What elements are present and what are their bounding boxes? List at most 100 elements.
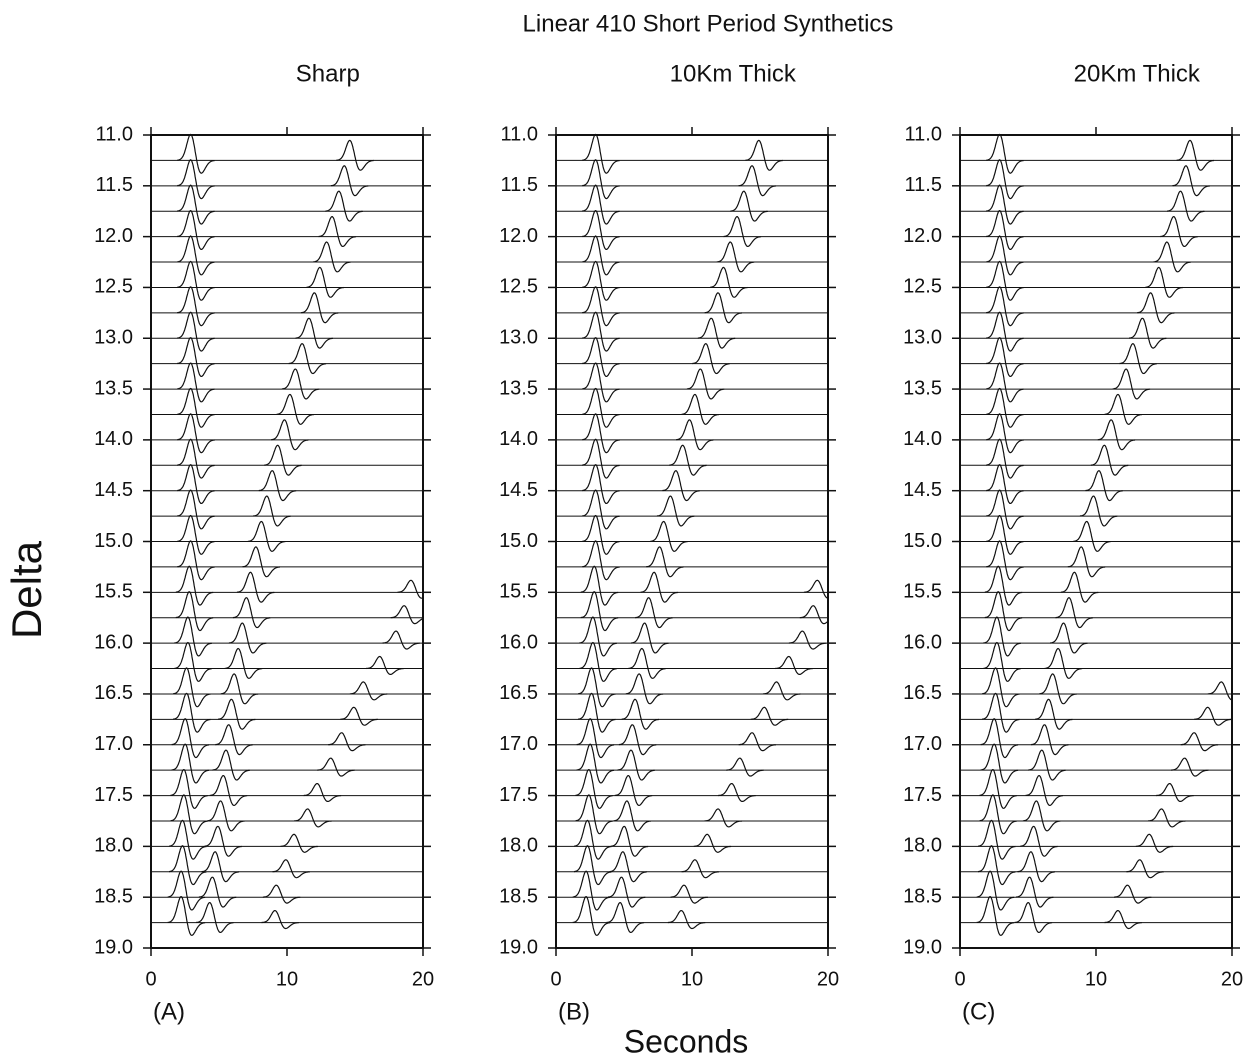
wavelet (1176, 139, 1214, 171)
wavelet (303, 783, 342, 802)
wavelet (986, 184, 1024, 225)
wavelet (577, 692, 616, 733)
wavelet (236, 571, 275, 603)
wavelet (606, 901, 645, 933)
wavelet (710, 266, 748, 298)
wavelet (582, 159, 620, 200)
wavelet (986, 387, 1024, 428)
wavelet (1031, 724, 1069, 756)
wavelet (738, 732, 776, 752)
wavelet (614, 774, 653, 806)
x-tick-label: 20 (1221, 968, 1243, 990)
wavelet (1039, 673, 1077, 705)
wavelet (169, 845, 207, 886)
wavelet (986, 514, 1024, 555)
wavelet (618, 724, 657, 756)
wavelet (981, 692, 1020, 733)
wavelet (170, 794, 208, 835)
wavelet (174, 641, 212, 682)
wavelet (610, 825, 649, 857)
traces (151, 133, 423, 936)
wavelet (986, 133, 1024, 174)
y-tick-label: 19.0 (499, 936, 538, 958)
wavelet (313, 241, 351, 273)
wavelet (976, 895, 1015, 936)
panel: Sharp (A) 11.0 11.5 12.0 12.5 13.0 13.5 14.0 14.5… (94, 60, 434, 1025)
wavelet (1014, 901, 1053, 933)
wavelet (177, 464, 215, 504)
wavelet (640, 571, 679, 603)
wavelet (171, 718, 210, 759)
wavelet (340, 706, 378, 726)
wavelet (1137, 292, 1175, 324)
y-tick-label: 18.0 (903, 835, 942, 857)
y-tick-label: 17.5 (94, 784, 133, 806)
wavelet (1035, 698, 1073, 730)
wavelet (762, 681, 801, 701)
wavelet (1172, 165, 1211, 197)
traces (960, 133, 1232, 936)
wavelet (681, 859, 720, 879)
wavelet (1017, 851, 1055, 883)
wavelet (232, 597, 271, 629)
x-tick-label: 0 (145, 968, 156, 990)
wavelet (1015, 876, 1054, 908)
y-tick-label: 18.0 (499, 835, 538, 857)
wavelet (1097, 419, 1136, 451)
y-tick-label: 18.5 (499, 885, 538, 907)
y-tick-label: 14.5 (903, 479, 942, 501)
wavelet (803, 579, 828, 599)
wavelet (582, 260, 620, 301)
wavelet (986, 159, 1024, 200)
wavelet (976, 870, 1015, 911)
wavelet (177, 286, 215, 327)
wavelet (726, 757, 764, 777)
y-tick-label: 15.0 (903, 530, 942, 552)
wavelet (1114, 884, 1152, 904)
y-tick-label: 16.5 (94, 682, 133, 704)
wavelet (582, 514, 620, 555)
wavelet (580, 565, 619, 606)
wavelet (582, 235, 620, 276)
wavelet (704, 292, 742, 324)
wavelet (979, 794, 1017, 835)
x-tick-label: 20 (817, 968, 839, 990)
wavelet (984, 565, 1023, 606)
y-tick-label: 17.0 (499, 733, 538, 755)
wavelet (686, 368, 725, 400)
wavelet (986, 489, 1024, 530)
wavelet (177, 337, 215, 377)
wavelet (738, 165, 777, 197)
wavelet (242, 546, 280, 578)
wavelet (177, 362, 215, 403)
wavelet (175, 591, 214, 632)
wavelet (645, 546, 684, 578)
wavelet (330, 165, 369, 197)
y-tick-label: 13.0 (499, 327, 538, 349)
wavelet (582, 413, 620, 454)
wavelet (1180, 732, 1219, 752)
wavelet (582, 540, 620, 581)
wavelet (382, 630, 420, 650)
panel: 20Km Thick (C) 11.0 11.5 12.0 12.5 13.0 13.5 14.… (903, 60, 1243, 1025)
wavelet (1085, 470, 1123, 502)
wavelet (1153, 241, 1192, 273)
x-axis-label: Seconds (624, 1023, 749, 1059)
wavelet (986, 286, 1024, 327)
wavelet (318, 215, 357, 247)
wavelet (1067, 546, 1106, 578)
wavelet (209, 774, 248, 806)
wavelet (1207, 681, 1232, 701)
wavelet (582, 362, 620, 403)
wavelet (1112, 368, 1151, 400)
wavelet (576, 718, 615, 759)
x-tick-label: 20 (412, 968, 434, 990)
wavelet (788, 630, 827, 650)
wavelet (171, 743, 210, 784)
wavelet (1129, 317, 1167, 349)
y-tick-label: 19.0 (903, 936, 942, 958)
wavelet (295, 317, 333, 349)
wavelet (984, 591, 1023, 632)
wavelet (980, 718, 1019, 759)
wavelet (613, 800, 651, 832)
